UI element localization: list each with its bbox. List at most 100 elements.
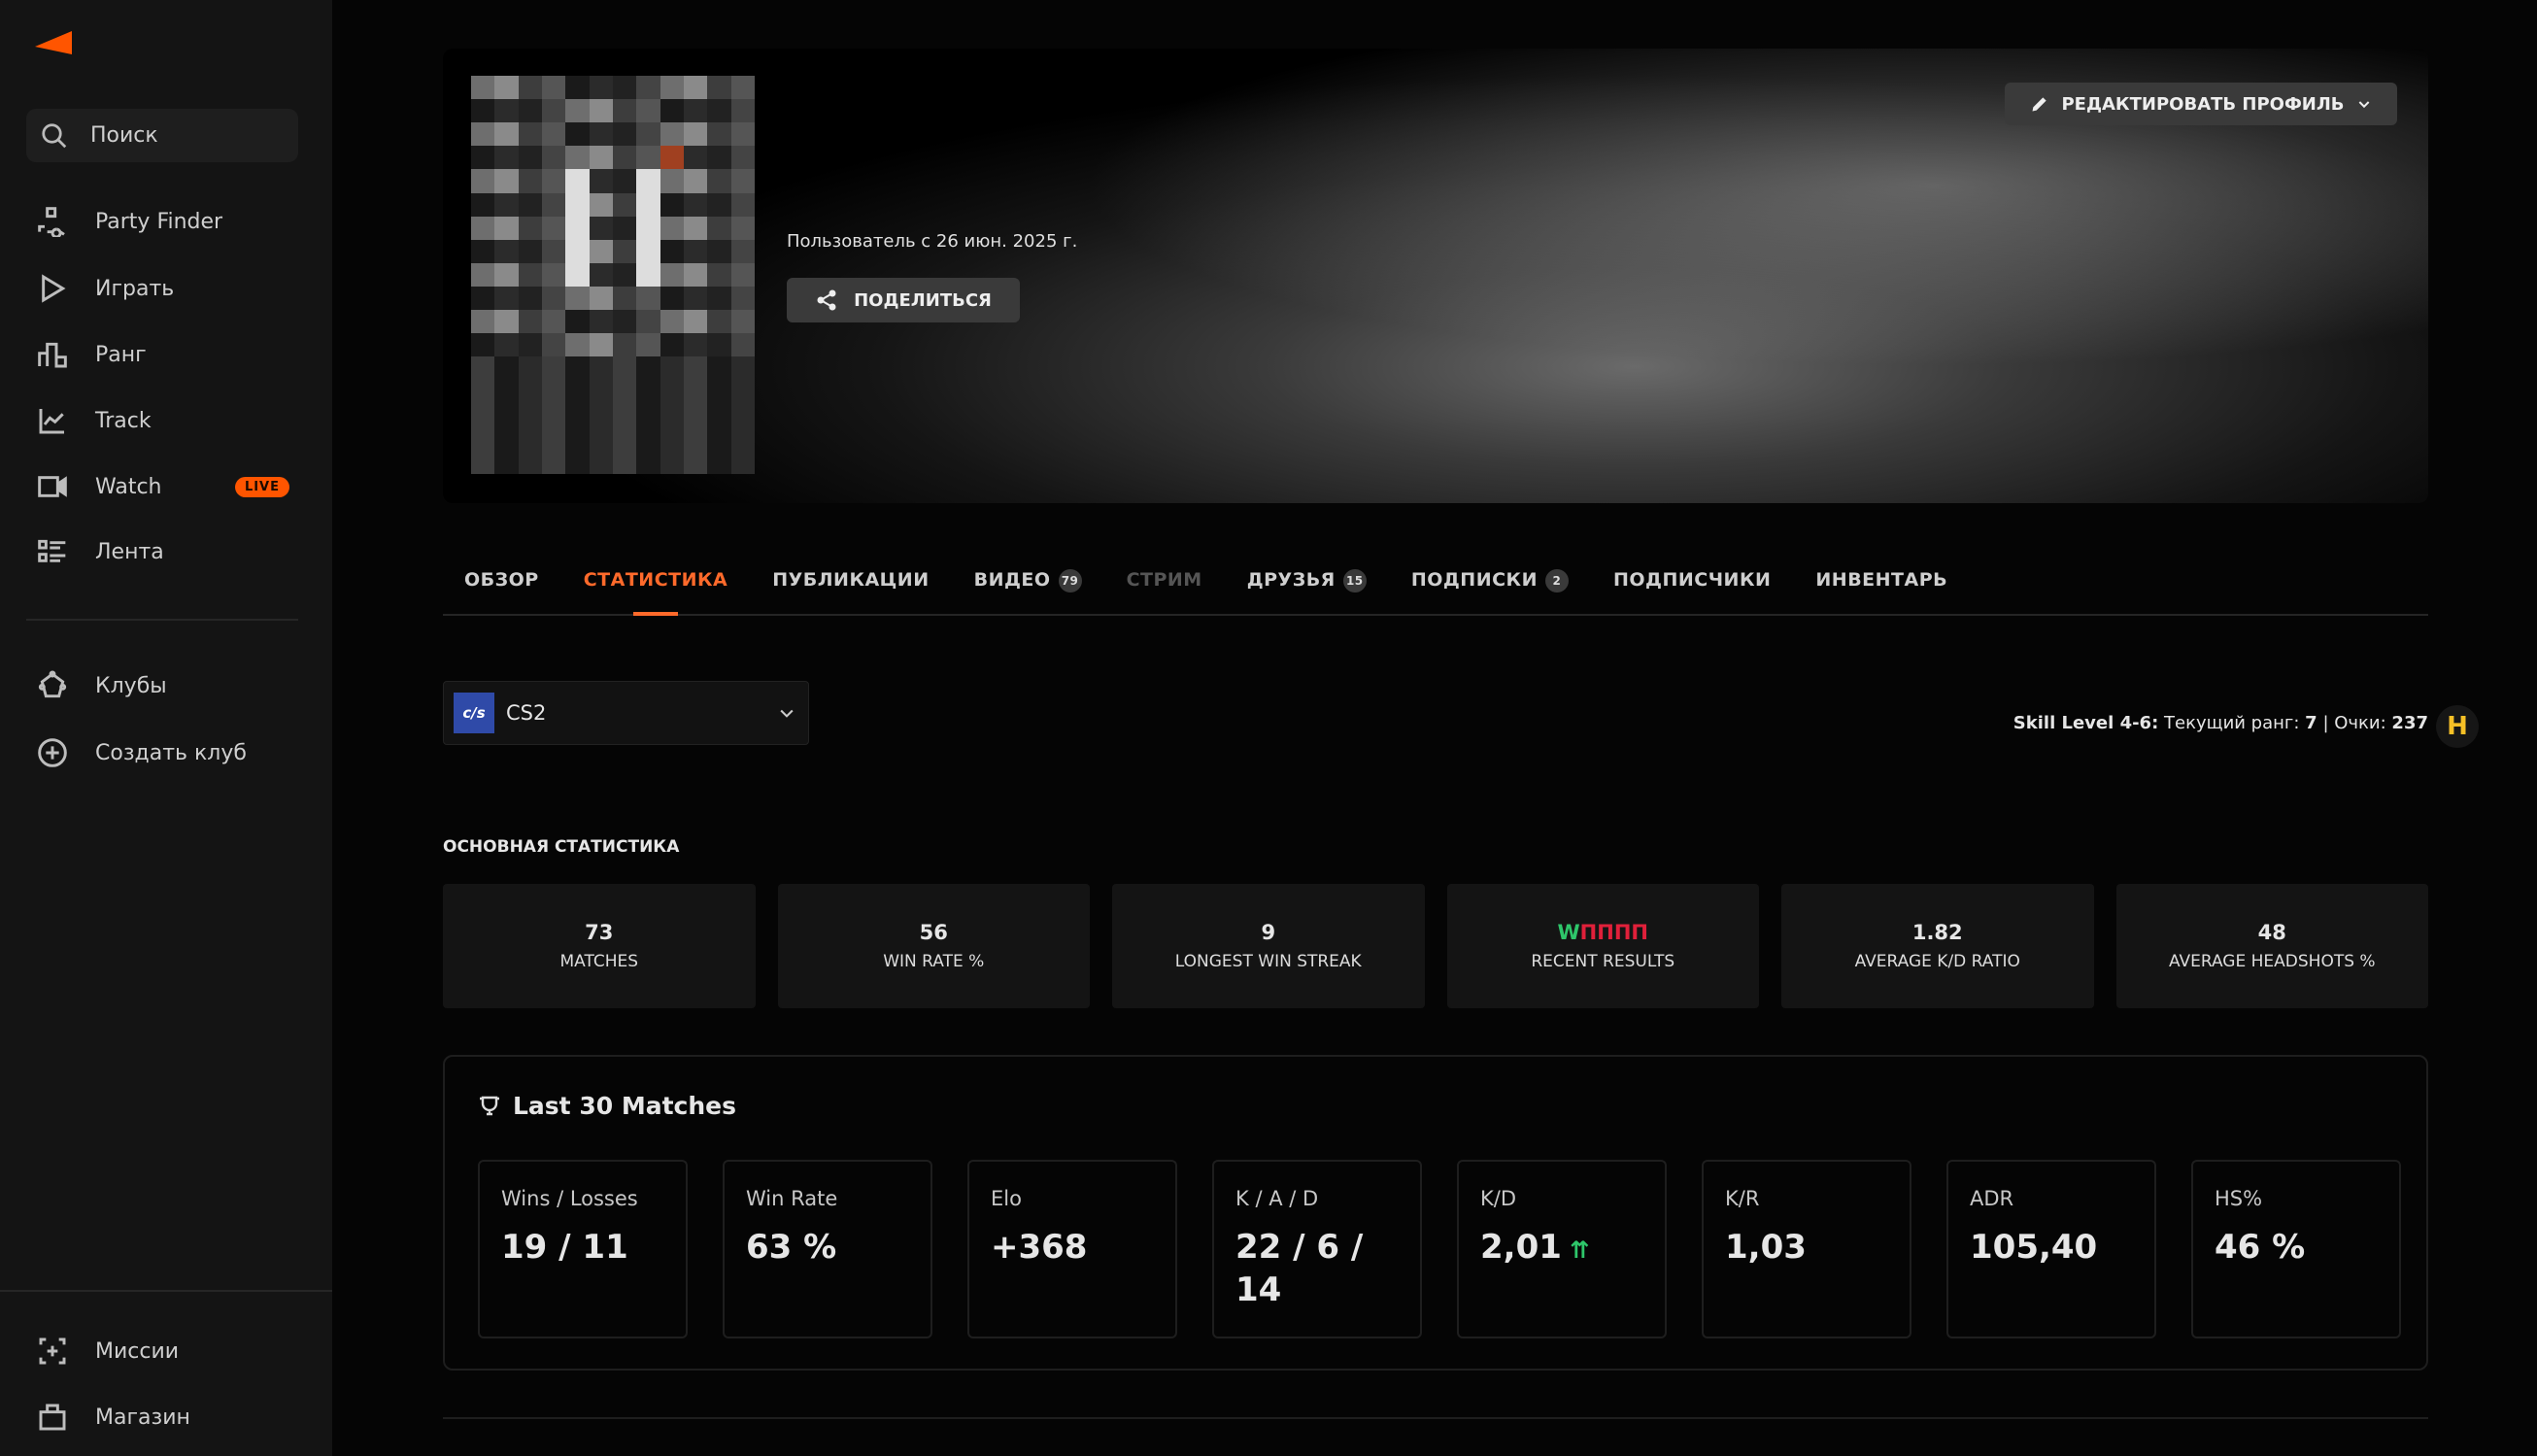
sidebar-item-shop[interactable]: Магазин bbox=[37, 1398, 289, 1437]
tab-1[interactable]: СТАТИСТИКА bbox=[583, 563, 728, 616]
sidebar-divider bbox=[0, 1290, 332, 1292]
sidebar-item-create-club[interactable]: Создать клуб bbox=[37, 733, 289, 772]
sidebar-item-label: Watch bbox=[95, 474, 162, 499]
stat-label: AVERAGE K/D RATIO bbox=[1854, 952, 2020, 971]
search-label: Поиск bbox=[90, 123, 158, 148]
panel-title: Last 30 Matches bbox=[478, 1092, 736, 1120]
card-label: K/D bbox=[1480, 1187, 1517, 1210]
stat-card: 56 WIN RATE % bbox=[777, 884, 1090, 1008]
sidebar-item-label: Играть bbox=[95, 276, 175, 301]
card-label: HS% bbox=[2215, 1187, 2263, 1210]
tab-label: ВИДЕО bbox=[973, 569, 1051, 591]
stat-label: LONGEST WIN STREAK bbox=[1174, 952, 1362, 971]
skill-level-info: Skill Level 4-6: Текущий ранг: 7 | Очки:… bbox=[2013, 713, 2428, 733]
sidebar-item-label: Party Finder bbox=[95, 209, 223, 234]
tab-8[interactable]: ИНВЕНТАРЬ bbox=[1815, 563, 1947, 614]
tab-4[interactable]: СТРИМ bbox=[1127, 563, 1202, 614]
tab-2[interactable]: ПУБЛИКАЦИИ bbox=[772, 563, 929, 614]
tab-label: ПУБЛИКАЦИИ bbox=[772, 569, 930, 591]
skill-level-icon: H bbox=[2436, 705, 2479, 748]
tab-5[interactable]: ДРУЗЬЯ 15 bbox=[1247, 563, 1367, 614]
card-value: 63 % bbox=[746, 1226, 909, 1269]
edit-profile-button[interactable]: РЕДАКТИРОВАТЬ ПРОФИЛЬ bbox=[2005, 83, 2397, 125]
trend-up-icon: ⇈ bbox=[1561, 1236, 1590, 1264]
match-stat-card: K / A / D 22 / 6 / 14 bbox=[1212, 1160, 1422, 1338]
sidebar-item-label: Track bbox=[95, 408, 152, 433]
sidebar-item-feed[interactable]: Лента bbox=[37, 532, 289, 571]
sidebar-item-party-finder[interactable]: Party Finder bbox=[37, 202, 289, 241]
tab-6[interactable]: ПОДПИСКИ 2 bbox=[1411, 563, 1569, 614]
sidebar-item-label: Магазин bbox=[95, 1405, 190, 1430]
track-icon bbox=[39, 409, 64, 434]
match-stat-card: Elo +368 bbox=[967, 1160, 1177, 1338]
panel-title-text: Last 30 Matches bbox=[513, 1092, 736, 1120]
logo-icon[interactable] bbox=[35, 29, 74, 60]
separator: | bbox=[2322, 713, 2329, 733]
video-camera-icon bbox=[38, 476, 67, 497]
live-badge: LIVE bbox=[234, 476, 289, 497]
stat-card: 1.82 AVERAGE K/D RATIO bbox=[1781, 884, 2094, 1008]
card-value: 1,03 bbox=[1725, 1226, 1888, 1269]
card-label: K / A / D bbox=[1235, 1187, 1319, 1210]
tab-label: СТРИМ bbox=[1126, 569, 1202, 591]
avatar[interactable] bbox=[471, 76, 755, 474]
stat-value: WПППП bbox=[1558, 921, 1648, 944]
sidebar-item-label: Миссии bbox=[95, 1338, 180, 1364]
card-label: Win Rate bbox=[746, 1187, 838, 1210]
stat-card: 73 MATCHES bbox=[443, 884, 756, 1008]
result-win: W bbox=[1557, 921, 1580, 944]
last-30-matches-panel: Last 30 Matches Wins / Losses 19 / 11 Win … bbox=[443, 1055, 2428, 1371]
card-value: 105,40 bbox=[1970, 1226, 2133, 1269]
missions-icon bbox=[39, 1337, 66, 1365]
search-input[interactable]: Поиск bbox=[26, 109, 298, 162]
rank-value: 7 bbox=[2305, 713, 2317, 733]
match-stat-card: Wins / Losses 19 / 11 bbox=[478, 1160, 688, 1338]
tab-7[interactable]: ПОДПИСЧИКИ bbox=[1613, 563, 1771, 614]
card-value-text: 22 / 6 / 14 bbox=[1235, 1228, 1364, 1309]
chevron-down-icon bbox=[780, 709, 794, 718]
clubs-icon bbox=[38, 670, 67, 698]
card-value-text: 1,03 bbox=[1725, 1228, 1807, 1267]
plus-circle-icon bbox=[38, 738, 67, 767]
search-icon bbox=[42, 122, 67, 148]
tab-count-badge: 79 bbox=[1058, 569, 1082, 593]
main-stats: 73 MATCHES 56 WIN RATE % 9 LONGEST WIN STREAK… bbox=[443, 884, 2428, 1008]
profile-banner: Пользователь с 26 июн. 2025 г. ПОДЕЛИТЬС… bbox=[443, 49, 2428, 503]
stat-card: 9 LONGEST WIN STREAK bbox=[1112, 884, 1425, 1008]
tab-label: СТАТИСТИКА bbox=[583, 569, 728, 591]
stat-label: WIN RATE % bbox=[883, 952, 985, 971]
card-value: 19 / 11 bbox=[501, 1226, 664, 1269]
stat-label: RECENT RESULTS bbox=[1531, 952, 1675, 971]
card-value-text: 105,40 bbox=[1970, 1228, 2098, 1267]
sidebar-item-missions[interactable]: Миссии bbox=[37, 1332, 289, 1371]
match-stat-card: ADR 105,40 bbox=[1946, 1160, 2156, 1338]
sidebar-item-watch[interactable]: Watch LIVE bbox=[37, 467, 289, 506]
tab-label: ИНВЕНТАРЬ bbox=[1815, 569, 1948, 591]
points-value: 237 bbox=[2391, 713, 2428, 733]
result-loss: П bbox=[1579, 921, 1598, 944]
party-finder-icon bbox=[38, 207, 65, 237]
edit-profile-label: РЕДАКТИРОВАТЬ ПРОФИЛЬ bbox=[2061, 93, 2345, 115]
sidebar-item-label: Ранг bbox=[95, 342, 147, 367]
card-value-text: 63 % bbox=[746, 1228, 837, 1267]
profile-tabs: ОБЗОР СТАТИСТИКА ПУБЛИКАЦИИ ВИДЕО 79 СТРИМ ДРУ… bbox=[443, 563, 2428, 616]
tab-count-badge: 15 bbox=[1342, 569, 1367, 593]
match-stat-card: Win Rate 63 % bbox=[723, 1160, 932, 1338]
sidebar-item-track[interactable]: Track bbox=[37, 401, 289, 440]
points-label: Очки: bbox=[2334, 713, 2386, 733]
card-label: Elo bbox=[991, 1187, 1022, 1210]
game-select[interactable]: c/s CS2 bbox=[443, 681, 809, 745]
sidebar-item-play[interactable]: Играть bbox=[37, 269, 289, 308]
tab-3[interactable]: ВИДЕО 79 bbox=[974, 563, 1082, 614]
sidebar-item-rank[interactable]: Ранг bbox=[37, 335, 289, 374]
tab-0[interactable]: ОБЗОР bbox=[464, 563, 539, 614]
card-value-text: 46 % bbox=[2215, 1228, 2306, 1267]
tab-count-badge: 2 bbox=[1544, 569, 1569, 593]
tab-label: ПОДПИСЧИКИ bbox=[1612, 569, 1772, 591]
sidebar-item-label: Создать клуб bbox=[95, 740, 247, 765]
share-button[interactable]: ПОДЕЛИТЬСЯ bbox=[787, 278, 1020, 322]
skill-level-label: Skill Level 4-6: bbox=[2013, 713, 2159, 733]
game-select-value: CS2 bbox=[506, 701, 547, 725]
pencil-icon bbox=[2032, 97, 2047, 112]
sidebar-item-clubs[interactable]: Клубы bbox=[37, 666, 289, 705]
